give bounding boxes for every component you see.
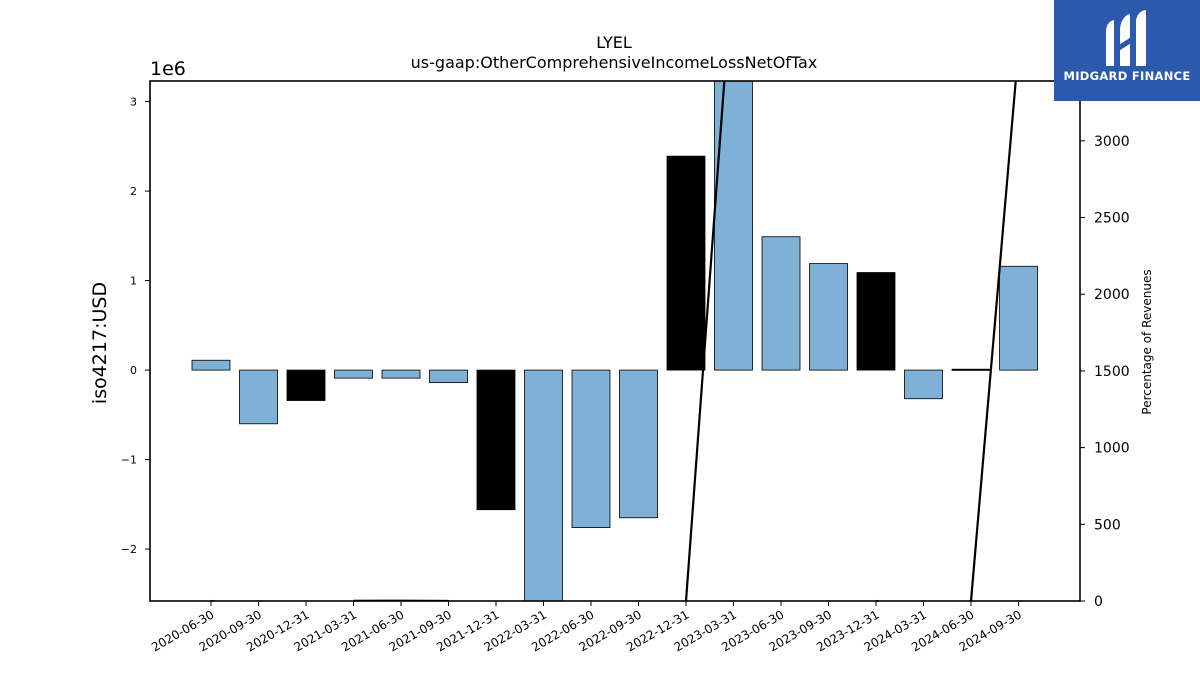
bar-2022-12-31 bbox=[666, 155, 706, 371]
bar-2024-09-30 bbox=[999, 265, 1038, 371]
plot-frame bbox=[149, 80, 1081, 602]
bar-2024-03-31 bbox=[904, 369, 943, 400]
bar-2020-09-30 bbox=[239, 369, 278, 425]
percentage-line-segment-4 bbox=[969, 81, 1017, 601]
y2-tick-label: 0 bbox=[1094, 594, 1103, 610]
bar-2020-12-31 bbox=[286, 369, 326, 401]
y2-tick-label: 1000 bbox=[1094, 441, 1130, 457]
y-tick-label: −2 bbox=[121, 543, 137, 556]
bar-2023-03-31 bbox=[714, 81, 753, 371]
bar-2024-06-30 bbox=[951, 368, 991, 371]
bar-2021-12-31 bbox=[476, 369, 516, 511]
bar-2023-06-30 bbox=[761, 236, 801, 371]
logo-text: MIDGARD FINANCE bbox=[1063, 69, 1191, 83]
bar-2021-09-30 bbox=[429, 369, 468, 384]
bars-group bbox=[191, 81, 1038, 601]
line-group bbox=[211, 81, 1017, 601]
brand-logo: MIDGARD FINANCE bbox=[1054, 0, 1200, 101]
bar-2022-06-30 bbox=[571, 369, 611, 529]
y-offset-label: 1e6 bbox=[150, 58, 186, 80]
y-tick-label: 3 bbox=[130, 96, 137, 109]
y2-axis-label: Percentage of Revenues bbox=[1140, 269, 1154, 414]
y-tick-label: 1 bbox=[130, 275, 137, 288]
chart-subtitle: us-gaap:OtherComprehensiveIncomeLossNetO… bbox=[411, 53, 818, 72]
chart-title: LYEL bbox=[596, 33, 632, 52]
axes-group: −2−101230500100015002000250030002020-06-… bbox=[121, 80, 1130, 654]
y-tick-label: 0 bbox=[130, 364, 137, 377]
bar-2020-06-30 bbox=[191, 359, 231, 371]
y2-tick-label: 3000 bbox=[1094, 134, 1130, 150]
y2-tick-label: 2000 bbox=[1094, 287, 1130, 303]
bar-2023-12-31 bbox=[856, 272, 896, 371]
percentage-line-segment-2 bbox=[684, 81, 726, 601]
y2-tick-label: 500 bbox=[1094, 517, 1121, 533]
logo-mark-icon bbox=[1106, 10, 1146, 66]
bar-2023-09-30 bbox=[809, 263, 848, 371]
y-axis-label: iso4217:USD bbox=[89, 282, 111, 404]
y2-tick-label: 1500 bbox=[1094, 364, 1130, 380]
bar-2021-03-31 bbox=[334, 369, 373, 379]
y-tick-label: −1 bbox=[121, 454, 137, 467]
y-tick-label: 2 bbox=[130, 185, 137, 198]
bar-2022-09-30 bbox=[619, 369, 658, 519]
y2-tick-label: 2500 bbox=[1094, 211, 1130, 227]
bar-2021-06-30 bbox=[381, 369, 421, 379]
bar-2022-03-31 bbox=[524, 369, 563, 601]
